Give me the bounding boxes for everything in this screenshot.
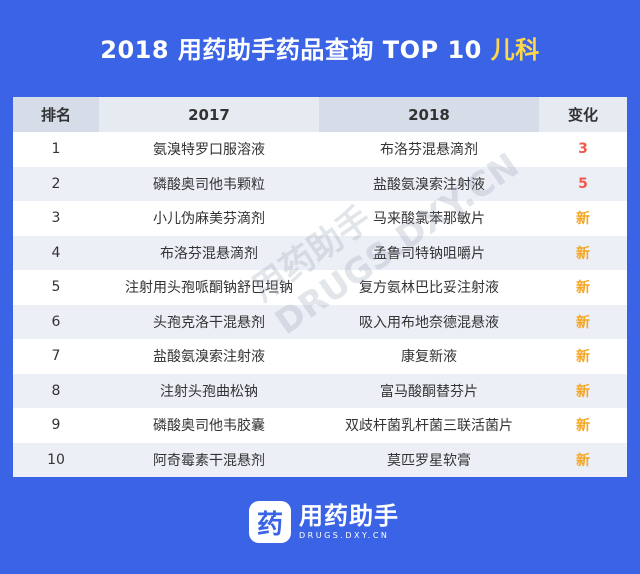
cell-2018: 马来酸氯苯那敏片: [319, 201, 539, 236]
table-row: 1 氨溴特罗口服溶液 布洛芬混悬滴剂 3: [13, 132, 627, 167]
cell-2018: 盐酸氨溴索注射液: [319, 166, 539, 201]
table-row: 2 磷酸奥司他韦颗粒 盐酸氨溴索注射液 5: [13, 166, 627, 201]
table-header-row: 排名 2017 2018 变化: [13, 97, 627, 132]
cell-2017: 盐酸氨溴索注射液: [99, 339, 319, 374]
cell-rank: 3: [13, 201, 99, 236]
cell-change: 新: [539, 408, 627, 443]
cell-rank: 5: [13, 270, 99, 305]
table-row: 8 注射头孢曲松钠 富马酸酮替芬片新: [13, 373, 627, 408]
table-row: 9 磷酸奥司他韦胶囊 双歧杆菌乳杆菌三联活菌片新: [13, 408, 627, 443]
cell-2017: 氨溴特罗口服溶液: [99, 132, 319, 167]
cell-rank: 6: [13, 304, 99, 339]
header-change: 变化: [539, 97, 627, 132]
table-row: 3 小儿伪麻美芬滴剂 马来酸氯苯那敏片新: [13, 201, 627, 236]
cell-2017: 注射用头孢哌酮钠舒巴坦钠: [99, 270, 319, 305]
cell-2018: 复方氨林巴比妥注射液: [319, 270, 539, 305]
cell-change: 新: [539, 339, 627, 374]
cell-rank: 7: [13, 339, 99, 374]
table-row: 6 头孢克洛干混悬剂 吸入用布地奈德混悬液新: [13, 304, 627, 339]
table-row: 5 注射用头孢哌酮钠舒巴坦钠 复方氨林巴比妥注射液新: [13, 270, 627, 305]
cell-change: 新: [539, 304, 627, 339]
header-rank: 排名: [13, 97, 99, 132]
logo-url: DRUGS.DXY.CN: [299, 531, 390, 540]
cell-rank: 1: [13, 132, 99, 167]
cell-2017: 头孢克洛干混悬剂: [99, 304, 319, 339]
cell-2018: 孟鲁司特钠咀嚼片: [319, 235, 539, 270]
cell-change: 新: [539, 235, 627, 270]
header-2017: 2017: [99, 97, 319, 132]
title-highlight: 儿科: [490, 36, 540, 64]
cell-2017: 小儿伪麻美芬滴剂: [99, 201, 319, 236]
cell-2017: 注射头孢曲松钠: [99, 373, 319, 408]
cell-2018: 富马酸酮替芬片: [319, 373, 539, 408]
table-row: 10 阿奇霉素干混悬剂 莫匹罗星软膏新: [13, 442, 627, 477]
cell-2018: 莫匹罗星软膏: [319, 442, 539, 477]
brand-logo: 药 用药助手 DRUGS.DXY.CN: [249, 500, 399, 544]
cell-2017: 磷酸奥司他韦颗粒: [99, 166, 319, 201]
cell-rank: 9: [13, 408, 99, 443]
cell-rank: 10: [13, 442, 99, 477]
cell-change: 3: [539, 132, 627, 167]
cell-2018: 双歧杆菌乳杆菌三联活菌片: [319, 408, 539, 443]
cell-2018: 布洛芬混悬滴剂: [319, 132, 539, 167]
cell-2017: 磷酸奥司他韦胶囊: [99, 408, 319, 443]
cell-rank: 2: [13, 166, 99, 201]
cell-2017: 布洛芬混悬滴剂: [99, 235, 319, 270]
ranking-table: 排名 2017 2018 变化 1 氨溴特罗口服溶液 布洛芬混悬滴剂 3 2 磷酸奥司他韦…: [13, 97, 627, 477]
cell-2017: 阿奇霉素干混悬剂: [99, 442, 319, 477]
cell-rank: 4: [13, 235, 99, 270]
table-row: 4 布洛芬混悬滴剂 孟鲁司特钠咀嚼片新: [13, 235, 627, 270]
cell-change: 新: [539, 442, 627, 477]
page-title: 2018 用药助手药品查询 TOP 10 儿科: [0, 30, 640, 65]
cell-2018: 康复新液: [319, 339, 539, 374]
cell-change: 新: [539, 373, 627, 408]
header-2018: 2018: [319, 97, 539, 132]
logo-text: 用药助手 DRUGS.DXY.CN: [299, 502, 399, 542]
table-body: 1 氨溴特罗口服溶液 布洛芬混悬滴剂 3 2 磷酸奥司他韦颗粒 盐酸氨溴索注射液 5 3 小儿伪麻…: [13, 132, 627, 477]
cell-change: 新: [539, 270, 627, 305]
cell-rank: 8: [13, 373, 99, 408]
cell-2018: 吸入用布地奈德混悬液: [319, 304, 539, 339]
logo-name: 用药助手: [299, 502, 399, 530]
title-main: 2018 用药助手药品查询 TOP 10: [100, 36, 491, 64]
cell-change: 5: [539, 166, 627, 201]
cell-change: 新: [539, 201, 627, 236]
logo-mark-icon: 药: [249, 501, 291, 543]
table-row: 7 盐酸氨溴索注射液 康复新液新: [13, 339, 627, 374]
ranking-table-container: 排名 2017 2018 变化 1 氨溴特罗口服溶液 布洛芬混悬滴剂 3 2 磷酸奥司他韦…: [13, 97, 627, 477]
